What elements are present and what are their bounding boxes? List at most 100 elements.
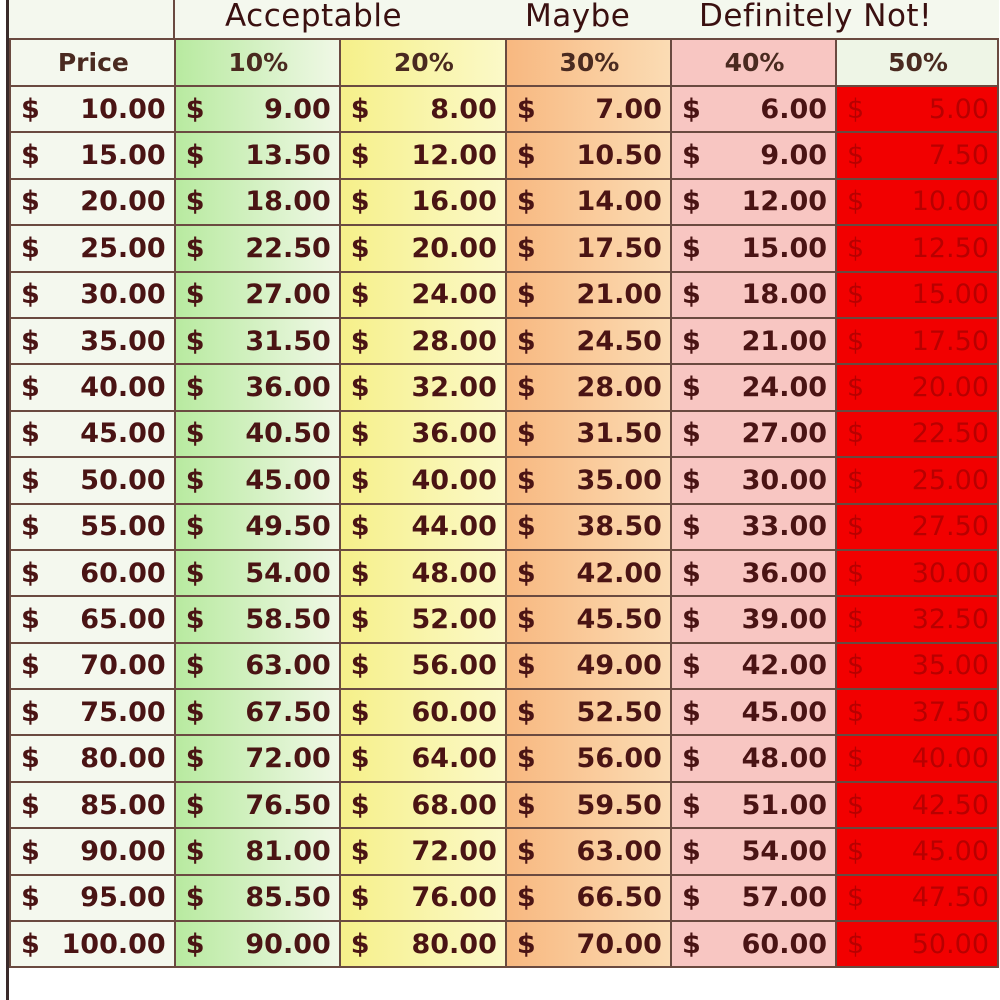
table-cell[interactable]: $60.00 (669, 920, 838, 969)
table-cell[interactable]: $64.00 (338, 734, 507, 783)
table-cell[interactable]: $25.00 (9, 224, 176, 273)
table-cell[interactable]: $9.00 (669, 131, 838, 180)
table-cell[interactable]: $31.50 (504, 409, 672, 459)
table-cell[interactable]: $42.00 (504, 548, 672, 598)
table-cell[interactable]: $28.00 (504, 363, 672, 412)
table-cell[interactable]: $75.00 (9, 688, 176, 737)
table-cell[interactable]: $38.50 (504, 502, 672, 551)
table-cell[interactable]: $56.00 (338, 641, 507, 691)
table-cell[interactable]: $17.50 (835, 316, 999, 366)
table-cell[interactable]: $22.50 (835, 409, 999, 459)
table-cell[interactable]: $5.00 (835, 84, 999, 134)
table-cell[interactable]: $42.50 (835, 780, 999, 830)
table-cell[interactable]: $12.50 (835, 224, 999, 273)
table-cell[interactable]: $72.00 (173, 734, 341, 783)
table-cell[interactable]: $12.00 (338, 131, 507, 180)
table-cell[interactable]: $45.00 (835, 827, 999, 876)
table-cell[interactable]: $30.00 (669, 456, 838, 505)
table-cell[interactable]: $49.00 (504, 641, 672, 691)
table-cell[interactable]: $90.00 (9, 827, 176, 876)
table-cell[interactable]: $20.00 (835, 363, 999, 412)
table-cell[interactable]: $33.00 (669, 502, 838, 551)
table-cell[interactable]: $18.00 (669, 270, 838, 319)
table-cell[interactable]: $45.50 (504, 595, 672, 644)
table-cell[interactable]: $21.00 (669, 316, 838, 366)
table-cell[interactable]: $40.50 (173, 409, 341, 459)
table-cell[interactable]: $24.00 (338, 270, 507, 319)
table-cell[interactable]: $85.50 (173, 873, 341, 923)
table-cell[interactable]: $40.00 (835, 734, 999, 783)
table-cell[interactable]: $24.00 (669, 363, 838, 412)
table-cell[interactable]: $7.00 (504, 84, 672, 134)
table-cell[interactable]: $80.00 (338, 920, 507, 969)
table-cell[interactable]: $20.00 (9, 177, 176, 227)
table-cell[interactable]: $27.50 (835, 502, 999, 551)
table-cell[interactable]: $90.00 (173, 920, 341, 969)
table-cell[interactable]: $54.00 (173, 548, 341, 598)
table-cell[interactable]: $10.00 (9, 84, 176, 134)
table-cell[interactable]: $14.00 (504, 177, 672, 227)
table-cell[interactable]: $65.00 (9, 595, 176, 644)
table-cell[interactable]: $15.00 (835, 270, 999, 319)
table-cell[interactable]: $37.50 (835, 688, 999, 737)
table-cell[interactable]: $56.00 (504, 734, 672, 783)
table-cell[interactable]: $18.00 (173, 177, 341, 227)
table-cell[interactable]: $9.00 (173, 84, 341, 134)
table-cell[interactable]: $48.00 (669, 734, 838, 783)
table-cell[interactable]: $6.00 (669, 84, 838, 134)
table-cell[interactable]: $27.00 (669, 409, 838, 459)
table-cell[interactable]: $66.50 (504, 873, 672, 923)
table-cell[interactable]: $25.00 (835, 456, 999, 505)
table-cell[interactable]: $63.00 (173, 641, 341, 691)
table-cell[interactable]: $20.00 (338, 224, 507, 273)
table-cell[interactable]: $17.50 (504, 224, 672, 273)
table-cell[interactable]: $47.50 (835, 873, 999, 923)
table-cell[interactable]: $51.00 (669, 780, 838, 830)
table-cell[interactable]: $35.00 (9, 316, 176, 366)
table-cell[interactable]: $24.50 (504, 316, 672, 366)
table-cell[interactable]: $45.00 (9, 409, 176, 459)
table-cell[interactable]: $58.50 (173, 595, 341, 644)
table-cell[interactable]: $60.00 (9, 548, 176, 598)
table-cell[interactable]: $52.50 (504, 688, 672, 737)
table-cell[interactable]: $12.00 (669, 177, 838, 227)
table-cell[interactable]: $63.00 (504, 827, 672, 876)
table-cell[interactable]: $40.00 (338, 456, 507, 505)
table-cell[interactable]: $28.00 (338, 316, 507, 366)
table-cell[interactable]: $50.00 (835, 920, 999, 969)
table-cell[interactable]: $68.00 (338, 780, 507, 830)
table-cell[interactable]: $16.00 (338, 177, 507, 227)
table-cell[interactable]: $32.00 (338, 363, 507, 412)
table-cell[interactable]: $8.00 (338, 84, 507, 134)
table-cell[interactable]: $22.50 (173, 224, 341, 273)
table-cell[interactable]: $15.00 (9, 131, 176, 180)
table-cell[interactable]: $57.00 (669, 873, 838, 923)
table-cell[interactable]: $76.50 (173, 780, 341, 830)
table-cell[interactable]: $10.00 (835, 177, 999, 227)
table-cell[interactable]: $35.00 (835, 641, 999, 691)
table-cell[interactable]: $36.00 (669, 548, 838, 598)
table-cell[interactable]: $59.50 (504, 780, 672, 830)
table-cell[interactable]: $21.00 (504, 270, 672, 319)
table-cell[interactable]: $36.00 (173, 363, 341, 412)
table-cell[interactable]: $52.00 (338, 595, 507, 644)
table-cell[interactable]: $49.50 (173, 502, 341, 551)
table-cell[interactable]: $60.00 (338, 688, 507, 737)
table-cell[interactable]: $48.00 (338, 548, 507, 598)
table-cell[interactable]: $70.00 (504, 920, 672, 969)
table-cell[interactable]: $50.00 (9, 456, 176, 505)
table-cell[interactable]: $80.00 (9, 734, 176, 783)
table-cell[interactable]: $36.00 (338, 409, 507, 459)
table-cell[interactable]: $27.00 (173, 270, 341, 319)
table-cell[interactable]: $54.00 (669, 827, 838, 876)
table-cell[interactable]: $13.50 (173, 131, 341, 180)
table-cell[interactable]: $30.00 (835, 548, 999, 598)
table-cell[interactable]: $42.00 (669, 641, 838, 691)
table-cell[interactable]: $72.00 (338, 827, 507, 876)
table-cell[interactable]: $7.50 (835, 131, 999, 180)
table-cell[interactable]: $39.00 (669, 595, 838, 644)
table-cell[interactable]: $32.50 (835, 595, 999, 644)
table-cell[interactable]: $81.00 (173, 827, 341, 876)
table-cell[interactable]: $67.50 (173, 688, 341, 737)
table-cell[interactable]: $31.50 (173, 316, 341, 366)
